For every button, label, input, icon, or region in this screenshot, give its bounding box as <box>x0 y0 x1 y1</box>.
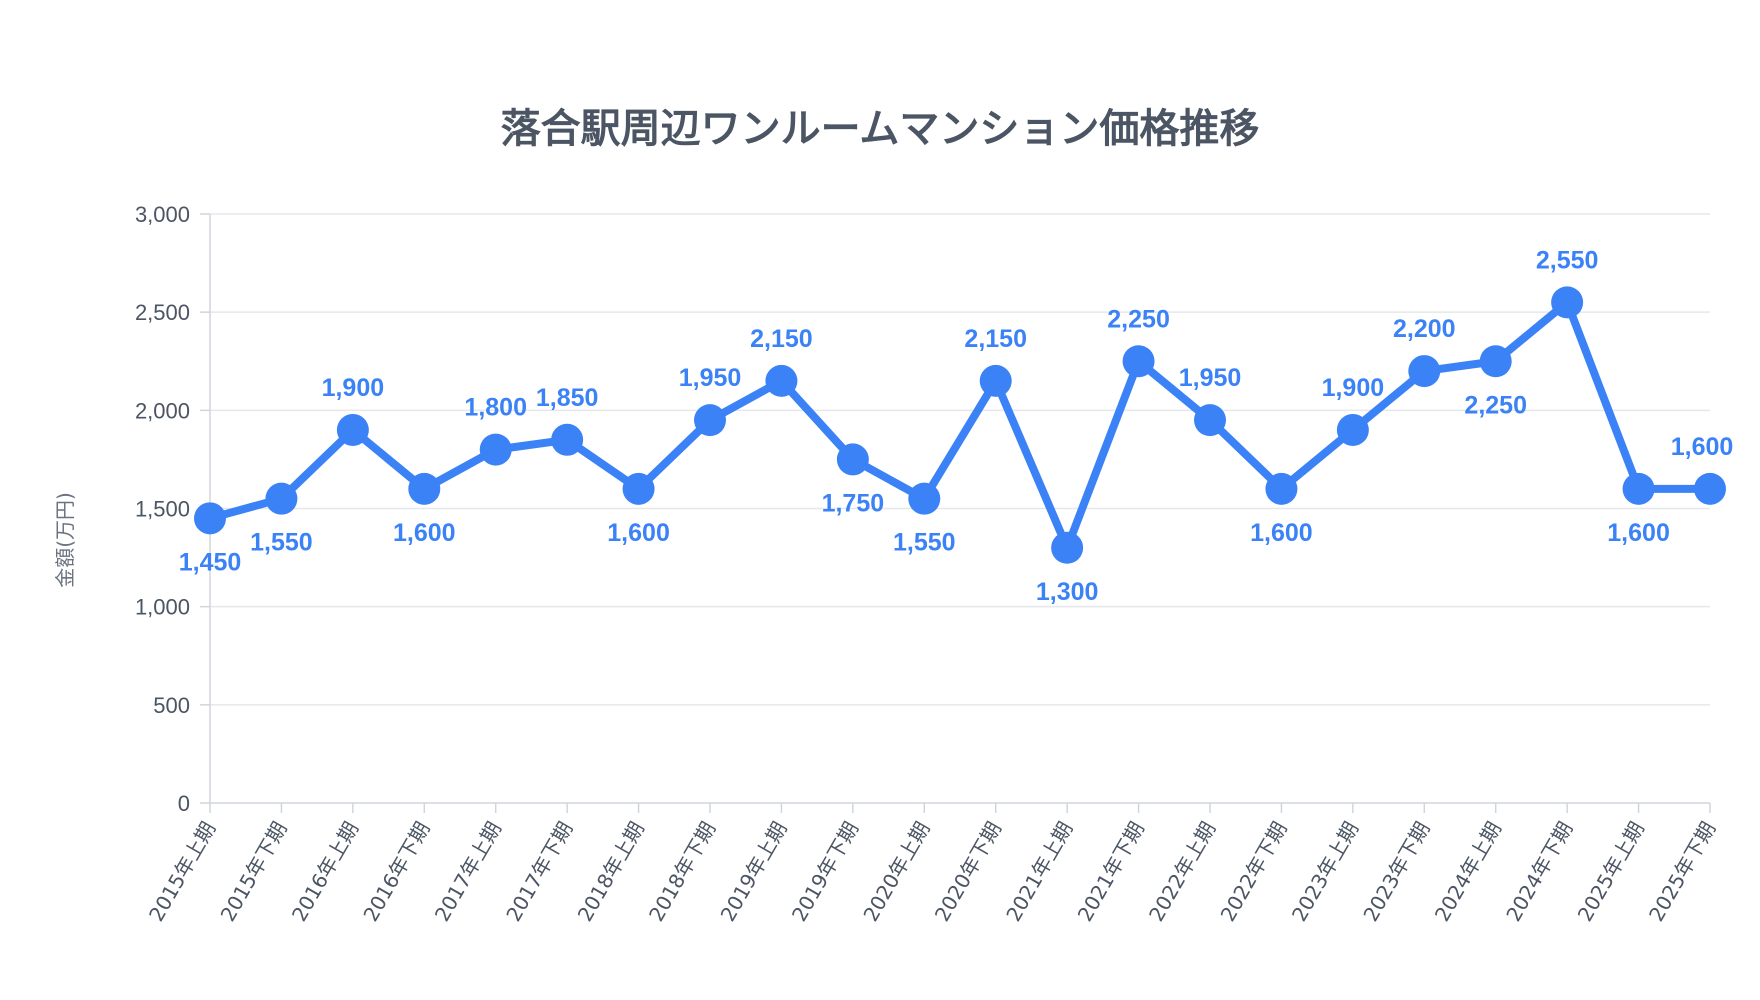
data-point <box>1479 345 1512 378</box>
x-tick-label: 2015年上期 <box>144 818 220 926</box>
data-point <box>979 364 1012 397</box>
data-label: 2,250 <box>1464 391 1527 419</box>
x-tick-label: 2020年下期 <box>930 818 1006 926</box>
data-point <box>1622 472 1655 505</box>
y-tick-label: 0 <box>178 791 190 816</box>
y-tick-label: 1,000 <box>135 595 190 620</box>
data-label: 2,200 <box>1393 315 1456 343</box>
y-tick-label: 3,000 <box>135 202 190 227</box>
data-point <box>908 482 941 515</box>
data-point <box>1336 413 1369 446</box>
x-tick-label: 2021年上期 <box>1001 818 1077 926</box>
data-point <box>1051 531 1084 564</box>
y-axis-ticks: 0 500 1,000 1,500 2,000 2,500 3,000 <box>135 202 210 816</box>
x-tick-label: 2021年下期 <box>1073 818 1149 926</box>
data-label: 1,850 <box>536 384 599 412</box>
x-tick-label: 2025年下期 <box>1644 818 1720 926</box>
chart-title: 落合駅周辺ワンルームマンション価格推移 <box>501 106 1260 152</box>
data-point <box>1694 472 1726 505</box>
x-tick-label: 2024年下期 <box>1501 818 1577 926</box>
x-tick-label: 2024年上期 <box>1430 818 1506 926</box>
data-point <box>765 364 798 397</box>
x-tick-label: 2020年上期 <box>858 818 934 926</box>
y-tick-label: 1,500 <box>135 497 190 522</box>
x-tick-label: 2018年下期 <box>644 818 720 926</box>
y-tick-label: 500 <box>153 693 190 718</box>
x-tick-label: 2017年上期 <box>430 818 506 926</box>
x-tick-label: 2022年下期 <box>1216 818 1292 926</box>
data-label: 1,950 <box>1179 364 1242 392</box>
data-point <box>1551 286 1584 319</box>
data-point <box>1194 404 1226 437</box>
x-tick-label: 2022年上期 <box>1144 818 1220 926</box>
data-label: 1,900 <box>322 374 385 402</box>
x-tick-label: 2015年下期 <box>216 818 292 926</box>
data-label: 1,800 <box>464 394 527 422</box>
data-label: 1,450 <box>179 548 242 576</box>
data-point <box>1408 355 1441 388</box>
x-tick-label: 2016年上期 <box>287 818 363 926</box>
x-axis-ticks: 2015年上期2015年下期2016年上期2016年下期2017年上期2017年… <box>144 803 1720 926</box>
data-point <box>1265 472 1298 505</box>
data-label: 1,600 <box>1607 519 1670 547</box>
data-labels: 1,450 1,550 1,900 1,600 1,800 1,850 1,600 1,950… <box>179 246 1734 605</box>
data-point <box>694 404 726 437</box>
y-tick-label: 2,500 <box>135 300 190 325</box>
data-label: 2,150 <box>964 325 1027 353</box>
data-label: 1,550 <box>250 529 313 557</box>
data-point <box>479 433 512 466</box>
x-tick-label: 2023年下期 <box>1358 818 1434 926</box>
data-label: 1,300 <box>1036 578 1099 606</box>
series-polyline <box>206 298 1714 552</box>
x-tick-label: 2025年上期 <box>1573 818 1649 926</box>
series-line <box>206 298 1714 552</box>
x-tick-label: 2019年下期 <box>787 818 863 926</box>
data-point <box>551 423 584 456</box>
data-points <box>194 286 1726 564</box>
x-tick-label: 2016年下期 <box>358 818 434 926</box>
grid-lines <box>210 213 1710 706</box>
data-label: 1,950 <box>679 364 742 392</box>
data-point <box>836 443 869 476</box>
y-tick-label: 2,000 <box>135 398 190 423</box>
data-label: 1,900 <box>1322 374 1385 402</box>
x-tick-label: 2017年下期 <box>501 818 577 926</box>
data-label: 1,600 <box>393 519 456 547</box>
data-label: 1,600 <box>1250 519 1313 547</box>
data-label: 2,150 <box>750 325 813 353</box>
data-point <box>265 482 298 515</box>
x-tick-label: 2019年上期 <box>716 818 792 926</box>
data-point <box>194 502 226 535</box>
data-label: 1,600 <box>1671 433 1734 461</box>
data-point <box>622 472 655 505</box>
data-label: 1,600 <box>607 519 670 547</box>
data-point <box>336 413 369 446</box>
x-tick-label: 2023年上期 <box>1287 818 1363 926</box>
data-point <box>408 472 441 505</box>
data-label: 2,550 <box>1536 246 1599 274</box>
data-label: 1,550 <box>893 529 956 557</box>
data-label: 2,250 <box>1107 305 1170 333</box>
y-axis-label: 金額(万円) <box>53 492 77 588</box>
data-label: 1,750 <box>822 489 885 517</box>
data-point <box>1122 345 1155 378</box>
x-tick-label: 2018年上期 <box>573 818 649 926</box>
